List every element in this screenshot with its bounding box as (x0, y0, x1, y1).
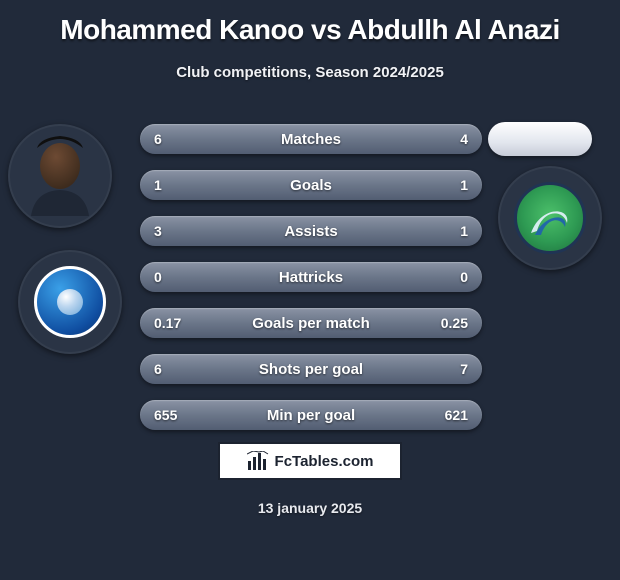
stat-label: Matches (140, 131, 482, 148)
page-title: Mohammed Kanoo vs Abdullh Al Anazi (0, 0, 620, 46)
brand-text: FcTables.com (275, 453, 374, 470)
club-badge-icon (34, 266, 106, 338)
stat-row: 655 Min per goal 621 (140, 400, 482, 430)
stat-row: 0 Hattricks 0 (140, 262, 482, 292)
player-left-club-badge (18, 250, 122, 354)
club-badge-icon (514, 182, 586, 254)
stat-label: Goals (140, 177, 482, 194)
player-left-avatar (8, 124, 112, 228)
generation-date: 13 january 2025 (0, 500, 620, 516)
player-right-avatar-placeholder (488, 122, 592, 156)
stat-row: 6 Matches 4 (140, 124, 482, 154)
stat-label: Goals per match (140, 315, 482, 332)
stat-row: 0.17 Goals per match 0.25 (140, 308, 482, 338)
stat-label: Assists (140, 223, 482, 240)
person-icon (25, 136, 95, 216)
stat-label: Hattricks (140, 269, 482, 286)
comparison-stats: 6 Matches 4 1 Goals 1 3 Assists 1 0 Hatt… (140, 124, 482, 446)
stat-row: 1 Goals 1 (140, 170, 482, 200)
stat-label: Shots per goal (140, 361, 482, 378)
subtitle: Club competitions, Season 2024/2025 (0, 64, 620, 81)
stat-label: Min per goal (140, 407, 482, 424)
bar-chart-icon (247, 451, 269, 471)
stat-row: 3 Assists 1 (140, 216, 482, 246)
brand-watermark: FcTables.com (218, 442, 402, 480)
player-right-club-badge (498, 166, 602, 270)
stat-row: 6 Shots per goal 7 (140, 354, 482, 384)
